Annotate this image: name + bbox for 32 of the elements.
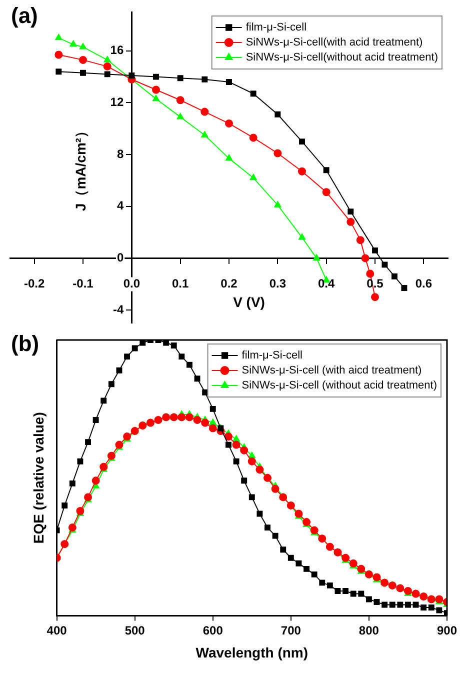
x-tick-label: 0.2 bbox=[220, 276, 238, 291]
x-tick-label: -0.2 bbox=[24, 276, 45, 291]
legend-label: SiNWs-μ-Si-cell(with acid treatment) bbox=[246, 36, 423, 49]
y-tick-label: 4 bbox=[116, 198, 124, 213]
x-tick-label: 600 bbox=[202, 623, 224, 638]
x-tick-label: 0.6 bbox=[415, 276, 432, 291]
y-tick-label: 12 bbox=[110, 95, 124, 110]
x-axis-title: Wavelength (nm) bbox=[196, 644, 308, 660]
y-axis-title: J（mA/cm²） bbox=[72, 124, 89, 212]
x-tick-label: 900 bbox=[436, 623, 458, 638]
y-tick-label: 16 bbox=[110, 43, 124, 58]
x-tick-label: 700 bbox=[280, 623, 302, 638]
x-tick-label: 0.1 bbox=[172, 276, 189, 291]
legend-label: film-μ-Si-cell bbox=[246, 22, 307, 34]
x-tick-label: 500 bbox=[124, 623, 146, 638]
x-tick-label: 800 bbox=[358, 623, 380, 638]
legend-label: film-μ-Si-cell bbox=[242, 350, 303, 362]
x-tick-label: 0.4 bbox=[318, 276, 335, 291]
y-tick-label: 0 bbox=[116, 250, 124, 265]
y-tick-label: -4 bbox=[112, 302, 124, 316]
y-tick-label: 8 bbox=[116, 146, 124, 161]
x-tick-label: -0.1 bbox=[72, 276, 94, 291]
chart-title: (b) bbox=[11, 331, 40, 356]
legend-label: SiNWs-μ-Si-cell(without acid treatment) bbox=[246, 52, 438, 64]
chart-title: (a) bbox=[11, 3, 38, 28]
x-tick-label: 400 bbox=[46, 623, 68, 638]
x-tick-label: 0.3 bbox=[269, 276, 286, 291]
x-tick-label: 0.0 bbox=[123, 276, 140, 291]
legend-label: SiNWs-μ-Si-cell (with aicd treatment) bbox=[242, 364, 422, 377]
legend-label: SiNWs-μ-Si-cell (without acid treatment) bbox=[242, 380, 437, 392]
y-axis-title: EQE (relative value) bbox=[30, 412, 46, 544]
x-axis-title: V (V) bbox=[233, 294, 265, 310]
